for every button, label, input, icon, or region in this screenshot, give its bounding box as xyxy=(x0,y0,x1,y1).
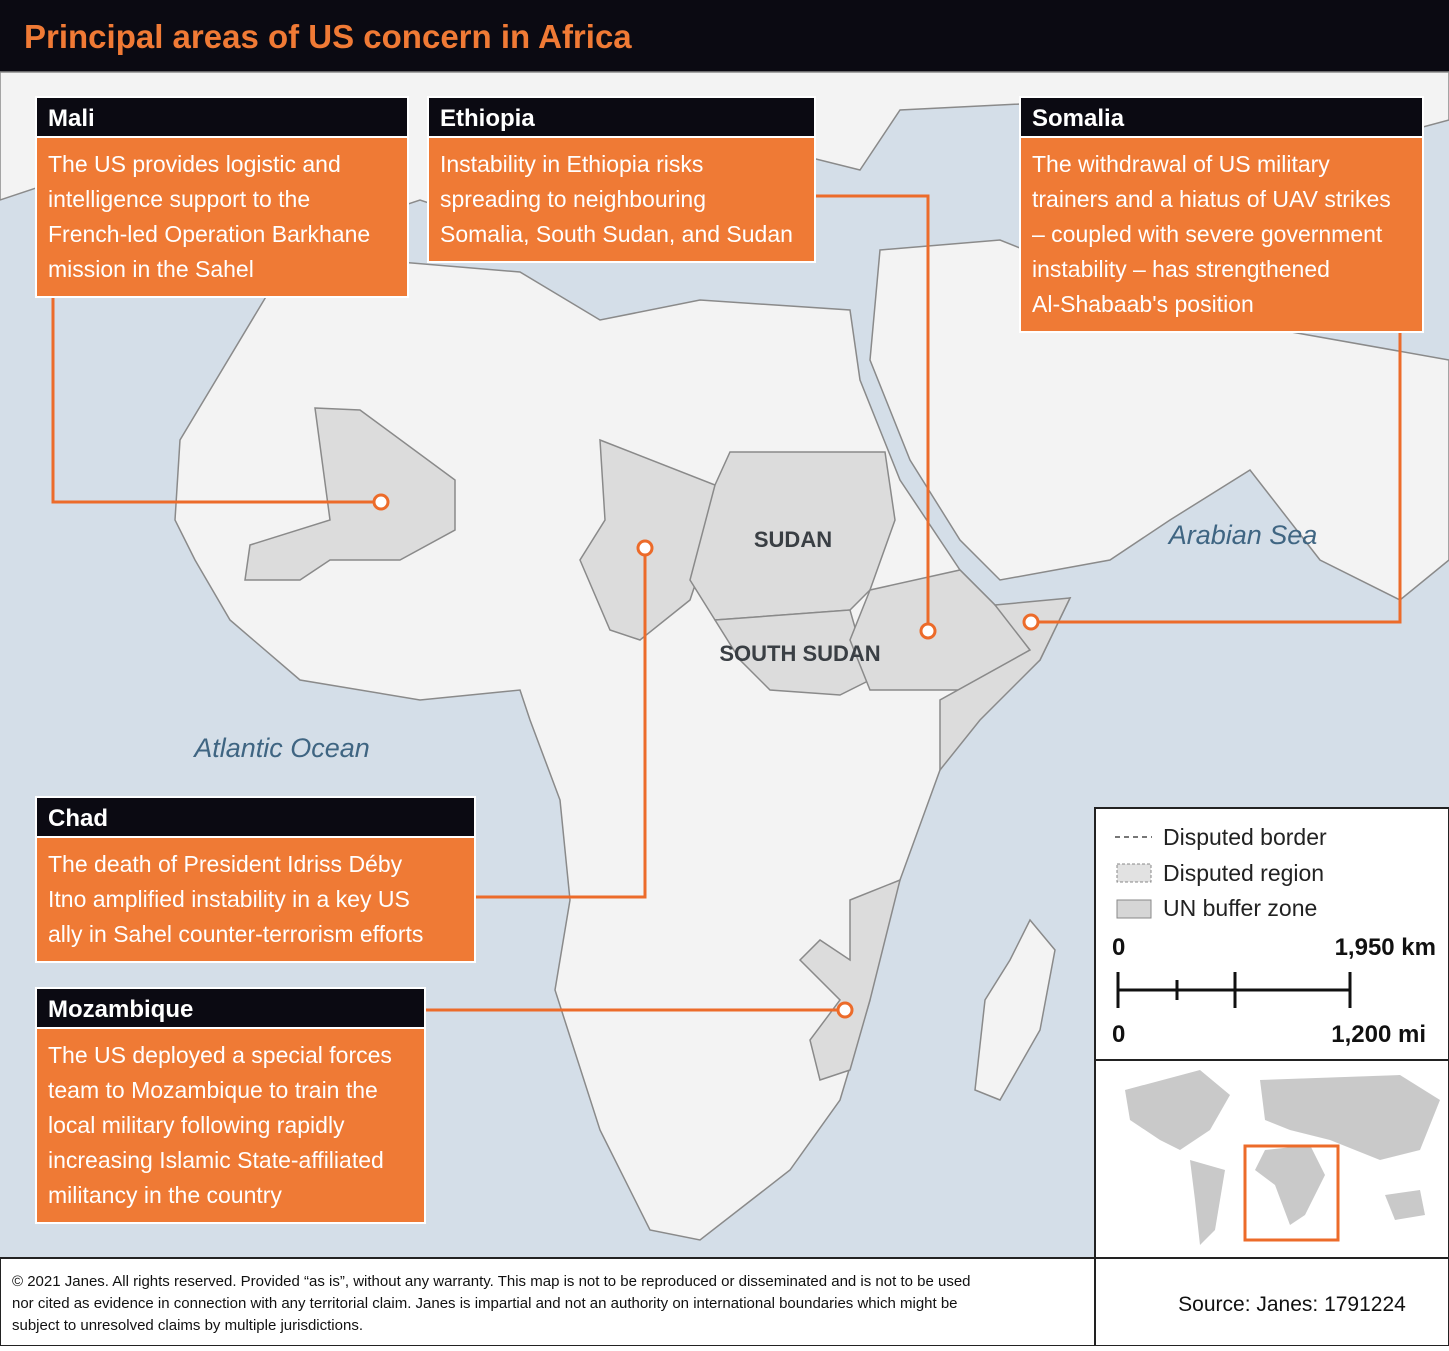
legend-box xyxy=(1094,807,1449,1061)
title: Principal areas of US concern in Africa xyxy=(24,18,632,55)
inset-highlight xyxy=(1243,1144,1340,1242)
callout-title: Chad xyxy=(48,805,108,832)
legend-label: Disputed region xyxy=(1163,860,1324,886)
mali xyxy=(244,407,456,581)
scale-label: 1,200 mi xyxy=(1331,1021,1426,1048)
callout-title: Somalia xyxy=(1032,105,1125,132)
callout-text: mission in the Sahel xyxy=(48,256,254,282)
callout-text: Al-Shabaab's position xyxy=(1032,291,1254,317)
callout-body xyxy=(35,136,409,298)
madagascar xyxy=(974,918,1056,1101)
header-bar xyxy=(0,0,1449,72)
legend-swatch xyxy=(1116,899,1152,919)
callout-text: Somalia, South Sudan, and Sudan xyxy=(440,221,793,247)
copyright: nor cited as evidence in connection with… xyxy=(12,1295,958,1312)
callout-header xyxy=(1019,96,1424,138)
callout-title: Mozambique xyxy=(48,996,193,1023)
scale-label: 0 xyxy=(1112,1021,1125,1048)
scale-label: 0 xyxy=(1112,934,1125,961)
callout-text: – coupled with severe government xyxy=(1032,221,1383,247)
location-marker xyxy=(919,622,937,640)
country-label: SUDAN xyxy=(754,527,832,552)
scale-bar xyxy=(1116,972,1352,1008)
leader-line xyxy=(475,555,647,899)
callout-body xyxy=(35,836,476,963)
callout-body xyxy=(1019,136,1424,333)
callout-text: team to Mozambique to train the xyxy=(48,1077,378,1103)
location-marker xyxy=(836,1001,854,1019)
callout-text: ally in Sahel counter-terrorism efforts xyxy=(48,921,423,947)
callout-text: The death of President Idriss Déby xyxy=(48,851,403,877)
sea-label: Atlantic Ocean xyxy=(192,733,370,763)
mozambique xyxy=(798,878,902,1081)
callout-text: Instability in Ethiopia risks xyxy=(440,151,703,177)
callout-text: instability – has strengthened xyxy=(1032,256,1330,282)
callout-text: local military following rapidly xyxy=(48,1112,345,1138)
callout-text: The US provides logistic and xyxy=(48,151,341,177)
callout-text: French-led Operation Barkhane xyxy=(48,221,370,247)
callout-title: Ethiopia xyxy=(440,105,535,132)
callout-text: spreading to neighbouring xyxy=(440,186,706,212)
legend-label: UN buffer zone xyxy=(1163,895,1317,921)
source: Source: Janes: 1791224 xyxy=(1178,1293,1406,1316)
callout-text: increasing Islamic State-affiliated xyxy=(48,1147,384,1173)
copyright: subject to unresolved claims by multiple… xyxy=(12,1317,363,1334)
sea-label: Arabian Sea xyxy=(1167,520,1318,550)
leader-line xyxy=(815,194,930,624)
somalia xyxy=(939,597,1072,773)
callout-header xyxy=(35,796,476,838)
callouts: Mali The US provides logistic and intellig… xyxy=(35,96,1424,1224)
legend-label: Disputed border xyxy=(1163,824,1327,850)
callout-header xyxy=(35,96,409,138)
scale-label: 1,950 km xyxy=(1335,934,1436,961)
country-label: SOUTH SUDAN xyxy=(719,641,880,666)
location-marker xyxy=(1022,613,1040,631)
leader-line xyxy=(1038,331,1402,624)
legend-swatch xyxy=(1116,863,1152,883)
location-marker xyxy=(372,493,390,511)
callout-text: militancy in the country xyxy=(48,1182,282,1208)
south-sudan xyxy=(713,609,871,696)
callout-text: trainers and a hiatus of UAV strikes xyxy=(1032,186,1391,212)
callout-body xyxy=(35,1027,426,1224)
callout-body xyxy=(427,136,816,263)
callout-text: intelligence support to the xyxy=(48,186,310,212)
callout-header xyxy=(35,987,426,1029)
inset-world xyxy=(1125,1070,1440,1245)
location-marker xyxy=(636,539,654,557)
callout-text: Itno amplified instability in a key US xyxy=(48,886,410,912)
callout-title: Mali xyxy=(48,105,95,132)
copyright: © 2021 Janes. All rights reserved. Provi… xyxy=(12,1273,971,1290)
footer xyxy=(0,1257,1449,1347)
callout-text: The US deployed a special forces xyxy=(48,1042,392,1068)
callout-header xyxy=(427,96,816,138)
callout-text: The withdrawal of US military xyxy=(1032,151,1330,177)
leader-line xyxy=(51,296,374,504)
